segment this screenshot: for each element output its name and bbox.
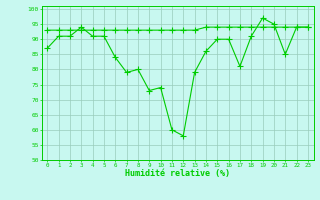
X-axis label: Humidité relative (%): Humidité relative (%) xyxy=(125,169,230,178)
